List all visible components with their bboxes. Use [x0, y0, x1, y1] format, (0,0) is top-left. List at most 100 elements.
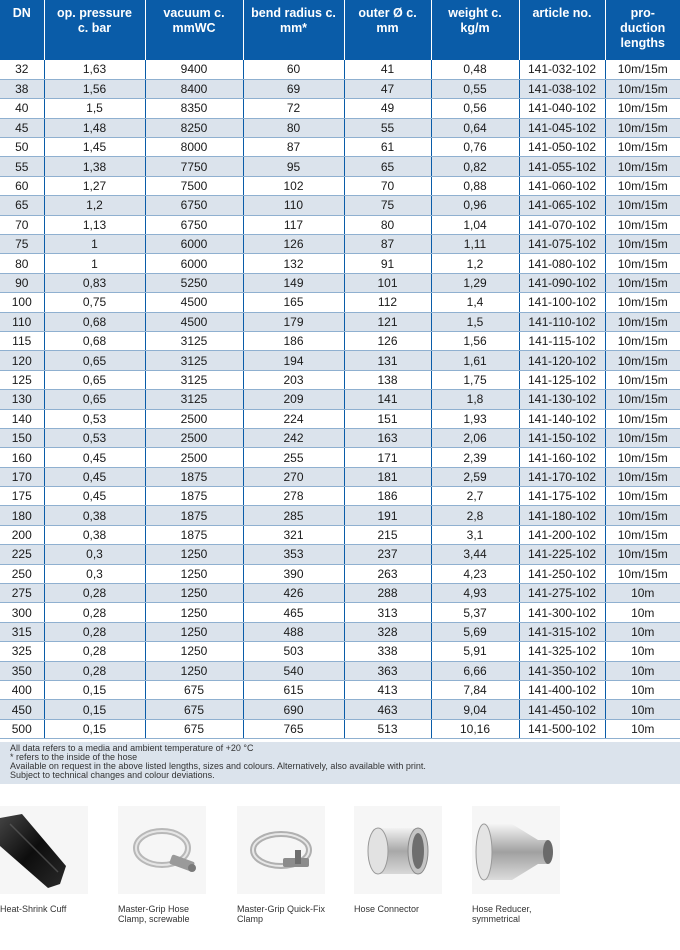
cell-weight: 0,64	[431, 118, 520, 139]
table-row: 50 1,45 8000 87 61 0,76 141-050-102 10m/15m	[0, 137, 680, 158]
cell-op-pressure: 0,65	[44, 370, 146, 391]
cell-outer-diameter: 141	[344, 389, 432, 410]
cell-bend-radius: 126	[243, 234, 345, 255]
table-row: 100 0,75 4500 165 112 1,4 141-100-102 10m/15m	[0, 292, 680, 313]
cell-dn: 110	[0, 312, 45, 332]
cell-op-pressure: 0,68	[44, 312, 146, 332]
cell-production-lengths: 10m/15m	[605, 467, 680, 488]
cell-dn: 160	[0, 447, 45, 468]
table-row: 80 1 6000 132 91 1,2 141-080-102 10m/15m	[0, 253, 680, 274]
cell-outer-diameter: 80	[344, 215, 432, 236]
cell-production-lengths: 10m/15m	[605, 312, 680, 332]
cell-dn: 150	[0, 428, 45, 449]
cell-weight: 5,69	[431, 622, 520, 643]
cell-article-no: 141-130-102	[519, 389, 606, 410]
cell-vacuum: 1250	[145, 564, 244, 585]
cell-op-pressure: 1,27	[44, 176, 146, 197]
footnote-line: * refers to the inside of the hose	[10, 752, 138, 762]
product-caption: Heat-Shrink Cuff	[0, 904, 67, 914]
cell-op-pressure: 0,68	[44, 331, 146, 352]
cell-op-pressure: 0,53	[44, 409, 146, 429]
cell-vacuum: 4500	[145, 312, 244, 332]
cell-vacuum: 675	[145, 719, 244, 740]
cell-bend-radius: 255	[243, 447, 345, 468]
cell-vacuum: 3125	[145, 370, 244, 391]
cell-weight: 6,66	[431, 661, 520, 682]
cell-dn: 45	[0, 118, 45, 139]
table-row: 75 1 6000 126 87 1,11 141-075-102 10m/15m	[0, 234, 680, 255]
hose-connector-image	[354, 806, 442, 894]
table-row: 130 0,65 3125 209 141 1,8 141-130-102 10m/15m	[0, 389, 680, 410]
cell-article-no: 141-125-102	[519, 370, 606, 391]
cell-bend-radius: 69	[243, 79, 345, 100]
footnote-line: Subject to technical changes and colour …	[10, 770, 215, 780]
cell-outer-diameter: 49	[344, 98, 432, 119]
cell-production-lengths: 10m/15m	[605, 156, 680, 177]
cell-vacuum: 1875	[145, 467, 244, 488]
cell-op-pressure: 0,15	[44, 680, 146, 701]
cell-bend-radius: 765	[243, 719, 345, 740]
header-op-pressure: op. pressure c. bar	[44, 0, 146, 60]
cell-article-no: 141-115-102	[519, 331, 606, 352]
cell-op-pressure: 1	[44, 253, 146, 274]
cell-production-lengths: 10m/15m	[605, 176, 680, 197]
cell-op-pressure: 0,28	[44, 661, 146, 682]
cell-production-lengths: 10m/15m	[605, 273, 680, 294]
cell-weight: 0,82	[431, 156, 520, 177]
cell-production-lengths: 10m/15m	[605, 331, 680, 352]
cell-op-pressure: 1,45	[44, 137, 146, 158]
cell-weight: 0,76	[431, 137, 520, 158]
cell-production-lengths: 10m/15m	[605, 253, 680, 274]
cell-vacuum: 6000	[145, 253, 244, 274]
cell-production-lengths: 10m	[605, 680, 680, 701]
cell-outer-diameter: 41	[344, 60, 432, 80]
cell-article-no: 141-120-102	[519, 350, 606, 371]
cell-production-lengths: 10m/15m	[605, 409, 680, 429]
cell-op-pressure: 1,48	[44, 118, 146, 139]
cell-outer-diameter: 363	[344, 661, 432, 682]
cell-op-pressure: 0,53	[44, 428, 146, 449]
cell-bend-radius: 179	[243, 312, 345, 332]
cell-op-pressure: 1	[44, 234, 146, 255]
cell-dn: 125	[0, 370, 45, 391]
cell-article-no: 141-100-102	[519, 292, 606, 313]
cell-outer-diameter: 288	[344, 583, 432, 604]
cell-bend-radius: 110	[243, 195, 345, 216]
cell-production-lengths: 10m/15m	[605, 428, 680, 449]
footnote-line: All data refers to a media and ambient t…	[10, 743, 254, 753]
cell-bend-radius: 87	[243, 137, 345, 158]
cell-vacuum: 675	[145, 680, 244, 701]
cell-production-lengths: 10m/15m	[605, 486, 680, 507]
cell-weight: 7,84	[431, 680, 520, 701]
cell-dn: 180	[0, 505, 45, 526]
cell-dn: 300	[0, 602, 45, 623]
cell-weight: 0,48	[431, 60, 520, 80]
cell-production-lengths: 10m	[605, 699, 680, 720]
cell-bend-radius: 426	[243, 583, 345, 604]
cell-bend-radius: 242	[243, 428, 345, 449]
cell-bend-radius: 203	[243, 370, 345, 391]
cell-vacuum: 3125	[145, 350, 244, 371]
cell-op-pressure: 0,28	[44, 583, 146, 604]
cell-dn: 80	[0, 253, 45, 274]
cell-article-no: 141-032-102	[519, 60, 606, 80]
cell-op-pressure: 0,28	[44, 602, 146, 623]
cell-bend-radius: 186	[243, 331, 345, 352]
cell-article-no: 141-070-102	[519, 215, 606, 236]
cell-vacuum: 2500	[145, 447, 244, 468]
cell-dn: 100	[0, 292, 45, 313]
cell-outer-diameter: 181	[344, 467, 432, 488]
cell-outer-diameter: 186	[344, 486, 432, 507]
cell-production-lengths: 10m/15m	[605, 564, 680, 585]
cell-vacuum: 1875	[145, 525, 244, 546]
cell-op-pressure: 0,38	[44, 525, 146, 546]
cell-vacuum: 3125	[145, 331, 244, 352]
cell-vacuum: 1250	[145, 661, 244, 682]
cell-dn: 115	[0, 331, 45, 352]
cell-production-lengths: 10m/15m	[605, 389, 680, 410]
cell-dn: 130	[0, 389, 45, 410]
cell-article-no: 141-350-102	[519, 661, 606, 682]
cell-production-lengths: 10m/15m	[605, 544, 680, 565]
table-row: 70 1,13 6750 117 80 1,04 141-070-102 10m/15m	[0, 215, 680, 236]
cell-dn: 275	[0, 583, 45, 604]
